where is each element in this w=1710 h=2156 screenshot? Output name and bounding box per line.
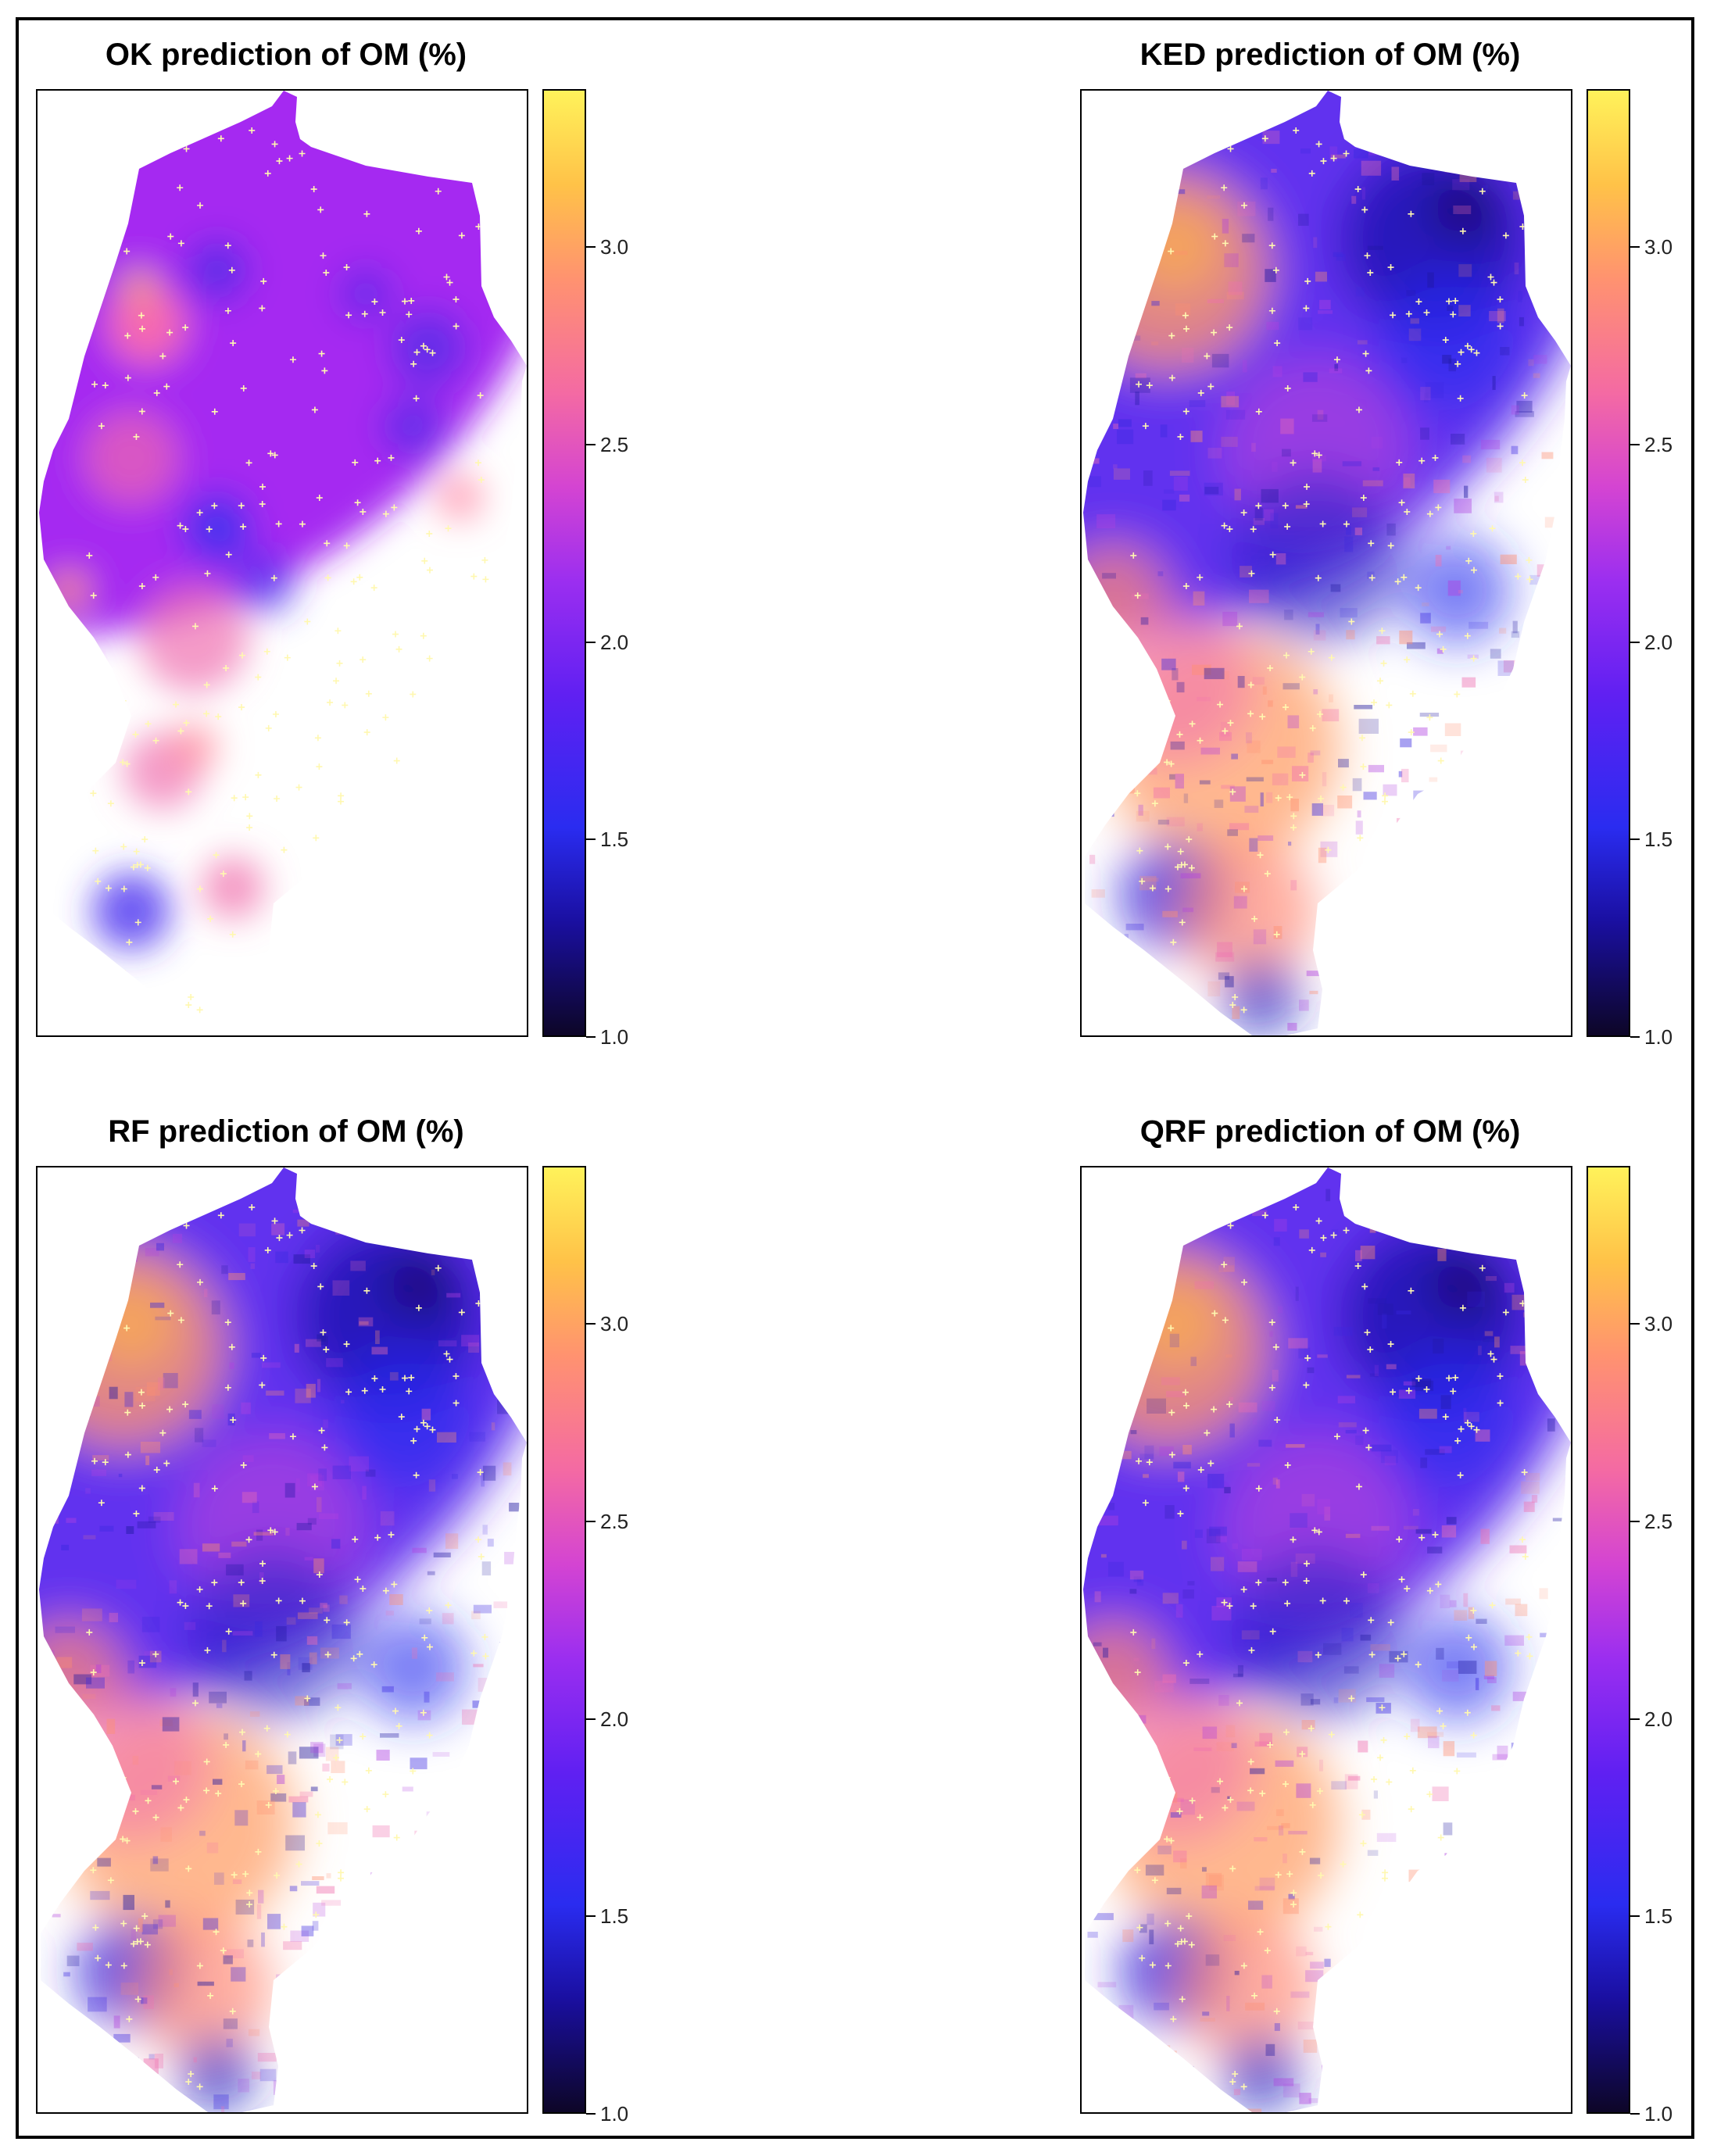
color-legend-bar [542,89,586,1037]
legend-tick [1630,443,1640,445]
legend-tick-label: 3.0 [1644,235,1673,259]
legend-tick [586,1915,596,1918]
color-legend-bar [1587,89,1630,1037]
legend-tick [1630,838,1640,841]
map-svg [39,1167,527,2112]
legend-tick-label: 2.5 [600,432,629,456]
legend-tick-label: 3.0 [1644,1312,1673,1336]
prediction-surface [1083,91,1571,1035]
prediction-map [36,89,528,1037]
legend-tick-label: 2.0 [600,1707,629,1731]
prediction-surface [39,91,527,950]
legend-tick [1630,1520,1640,1522]
prediction-surface [1083,1167,1571,2112]
legend-tick [1630,1036,1640,1038]
prediction-map [36,1166,528,2114]
legend-tick [1630,2113,1640,2115]
prediction-map [1080,89,1572,1037]
legend-tick-label: 2.5 [600,1509,629,1533]
map-svg [39,91,527,1014]
legend-tick [586,246,596,248]
prediction-map [1080,1166,1572,2114]
color-legend-bar [542,1166,586,2114]
legend-tick-label: 2.0 [1644,630,1673,654]
legend-tick-label: 1.0 [1644,1025,1673,1049]
legend-tick-label: 1.0 [600,2102,629,2126]
legend-tick [1630,1915,1640,1918]
panel-title: QRF prediction of OM (%) [1139,1114,1521,1149]
panel-title: KED prediction of OM (%) [1139,38,1521,72]
legend-tick [1630,1323,1640,1325]
legend-tick [586,1323,596,1325]
legend-tick [586,1718,596,1720]
legend-tick-label: 1.5 [600,828,629,852]
map-svg [1083,91,1571,1035]
legend-tick-label: 1.5 [1644,828,1673,852]
legend-tick [586,443,596,445]
legend-tick-label: 2.0 [600,630,629,654]
prediction-surface [39,1167,527,2112]
legend-tick [1630,641,1640,643]
legend-tick [586,2113,596,2115]
legend-tick [586,838,596,841]
legend-tick-label: 2.5 [1644,1509,1673,1533]
legend-tick [586,641,596,643]
legend-tick-label: 3.0 [600,1312,629,1336]
legend-tick-label: 1.5 [600,1904,629,1929]
legend-tick [1630,1718,1640,1720]
legend-tick-label: 1.0 [600,1025,629,1049]
legend-tick-label: 3.0 [600,235,629,259]
legend-tick-label: 2.5 [1644,432,1673,456]
figure-frame [16,17,1694,2139]
legend-tick-label: 1.0 [1644,2102,1673,2126]
legend-tick [1630,246,1640,248]
legend-tick [586,1036,596,1038]
legend-tick-label: 1.5 [1644,1904,1673,1929]
legend-tick-label: 2.0 [1644,1707,1673,1731]
legend-tick [586,1520,596,1522]
panel-title: OK prediction of OM (%) [105,38,467,72]
color-legend-bar [1587,1166,1630,2114]
panel-title: RF prediction of OM (%) [108,1114,464,1149]
map-svg [1083,1167,1571,2112]
